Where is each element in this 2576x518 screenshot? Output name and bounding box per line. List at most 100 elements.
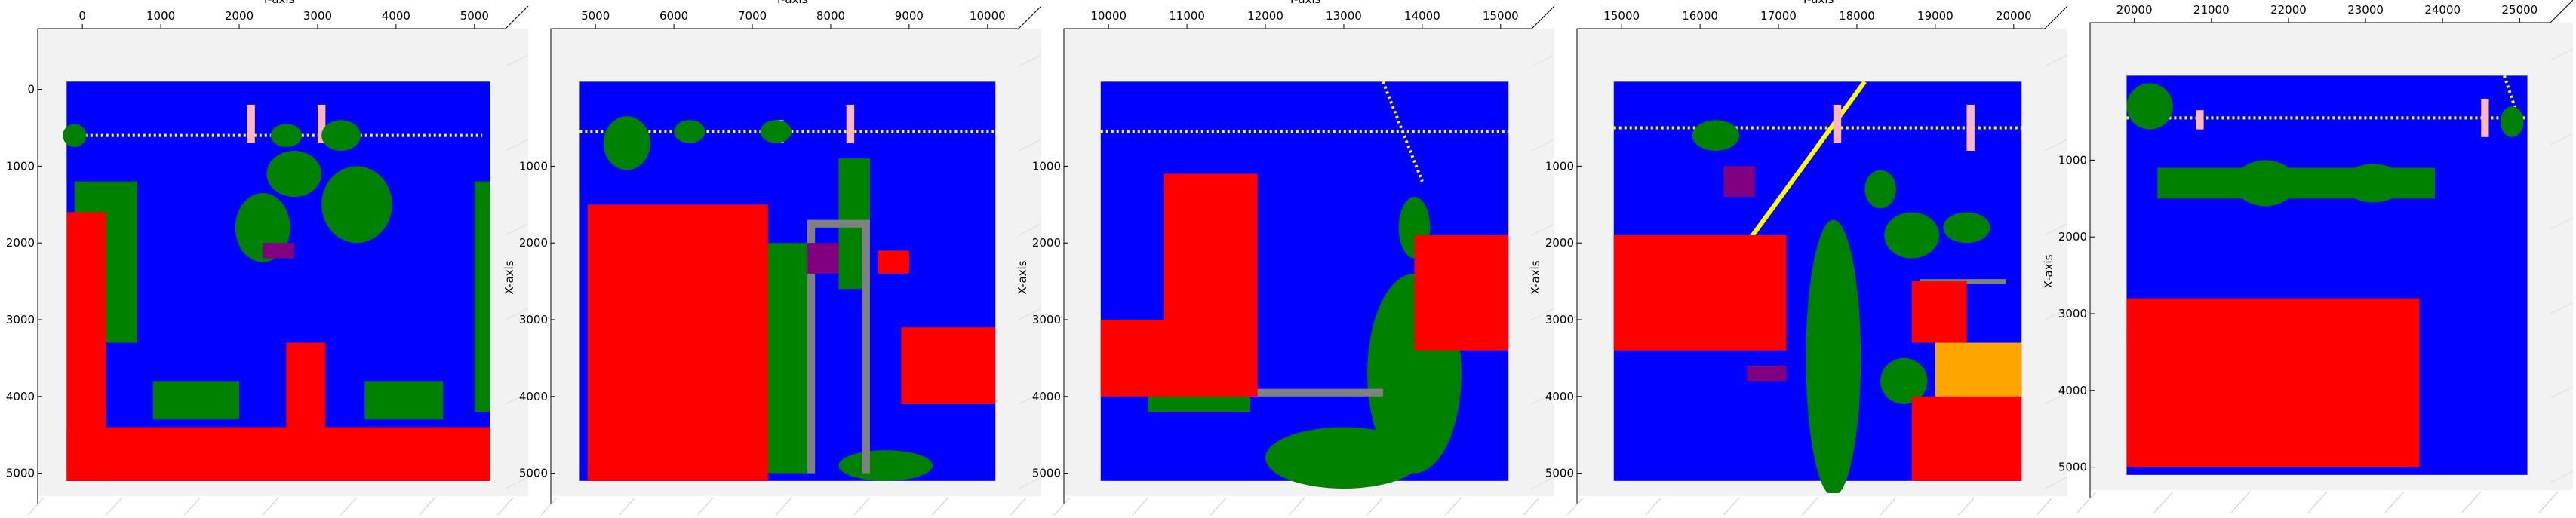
panel-5: 20000 21000 22000 23000 24000 25000 1000 2000 30… — [2042, 0, 2574, 513]
x-tick-label: 4000 — [1032, 390, 1061, 403]
y-tick-label: 2000 — [225, 9, 254, 23]
floor-grid-line — [694, 497, 714, 518]
region-vegetation — [266, 151, 322, 198]
x-tick-label: 2000 — [2058, 230, 2087, 244]
top-axis-title: Y-axis — [262, 0, 295, 6]
region-car — [807, 243, 839, 274]
y-tick-label: 24000 — [2424, 3, 2461, 17]
region-vegetation — [1806, 219, 1861, 493]
side-axis-title: X-axis — [1529, 260, 1542, 294]
side-grid-line — [1018, 477, 1042, 489]
floor-grid-line — [1720, 497, 1740, 518]
region-vegetation — [838, 450, 933, 481]
y-tick-label: 20000 — [1996, 9, 2032, 23]
side-grid-line — [2550, 302, 2574, 314]
x-tick-label: 1000 — [6, 159, 35, 173]
region-vegetation — [2500, 106, 2524, 137]
floor-grid-line — [1442, 497, 1462, 518]
plot-area — [1613, 80, 2022, 493]
x-tick-label: 5000 — [1545, 467, 1574, 480]
side-grid-line — [1531, 223, 1555, 236]
floor-grid-line — [2461, 491, 2482, 513]
region-building — [587, 204, 768, 481]
pane-edge — [1018, 5, 1042, 29]
x-tick-label: 1000 — [1032, 159, 1061, 173]
region-fence — [862, 219, 870, 474]
region-vegetation — [1884, 212, 1940, 259]
side-grid-line — [505, 308, 529, 320]
side-grid-line — [505, 54, 529, 67]
x-tick-label: 2000 — [519, 236, 548, 250]
y-tick-label: 13000 — [1326, 9, 1362, 23]
region-vegetation — [1864, 170, 1896, 209]
region-building — [1163, 173, 1258, 397]
floor-grid-line — [2307, 491, 2328, 513]
floor-grid-line — [538, 497, 558, 518]
region-vegetation — [321, 120, 361, 151]
floor-grid-line — [25, 497, 45, 518]
side-axis-title: X-axis — [1016, 260, 1029, 294]
side-grid-line — [1531, 54, 1555, 67]
plot-area — [579, 81, 996, 481]
floor-grid-line — [2033, 497, 2053, 518]
region-pole — [317, 104, 326, 143]
y-tick-label: 16000 — [1682, 9, 1718, 23]
y-tick-label: 0 — [78, 9, 86, 23]
x-tick-label: 2000 — [1032, 236, 1061, 250]
side-grid-line — [505, 392, 529, 405]
floor-grid-line — [1051, 497, 1071, 518]
y-tick-label: 15000 — [1603, 9, 1640, 23]
side-grid-line — [2044, 54, 2068, 67]
side-grid-line — [2550, 386, 2574, 399]
floor-grid-line — [1642, 497, 1662, 518]
x-tick-label: 1000 — [519, 159, 548, 173]
y-tick-label: 25000 — [2501, 3, 2538, 17]
region-vegetation — [2126, 83, 2173, 130]
side-grid-line — [1531, 308, 1555, 320]
side-grid-line — [1018, 308, 1042, 320]
x-tick-label: 3000 — [2058, 307, 2087, 320]
y-tick-label: 12000 — [1247, 9, 1283, 23]
x-tick-label: 1000 — [1545, 159, 1574, 173]
floor-grid-line — [2384, 491, 2405, 513]
floor-grid-line — [1799, 497, 1818, 518]
y-tick-label: 9000 — [895, 9, 924, 23]
x-tick-label: 3000 — [1032, 313, 1061, 326]
y-tick-label: 10000 — [1090, 9, 1127, 23]
region-vegetation — [152, 381, 240, 420]
floor-grid-line — [773, 497, 792, 518]
x-tick-label: 5000 — [519, 467, 548, 480]
panel-4: 15000 16000 17000 18000 19000 20000 1000 2000 30… — [1529, 0, 2068, 518]
region-vegetation — [2234, 160, 2297, 207]
region-wire — [1382, 81, 1424, 182]
floor-grid-line — [181, 497, 201, 518]
region-wire — [1745, 80, 1867, 244]
region-pole — [2196, 110, 2204, 130]
y-tick-label: 19000 — [1917, 9, 1954, 23]
y-tick-label: 8000 — [816, 9, 845, 23]
side-axis-title: X-axis — [2042, 254, 2055, 288]
x-tick-label: 3000 — [6, 313, 35, 326]
side-grid-line — [1018, 223, 1042, 236]
region-pole — [2481, 98, 2489, 137]
floor-grid-line — [337, 497, 358, 518]
floor-grid-line — [1564, 497, 1584, 518]
y-tick-label: 18000 — [1839, 9, 1875, 23]
side-grid-line — [1531, 139, 1555, 152]
y-tick-label: 11000 — [1169, 9, 1205, 23]
y-tick-label: 6000 — [659, 9, 688, 23]
region-pole — [247, 104, 255, 143]
y-tick-label: 7000 — [738, 9, 767, 23]
x-tick-label: 4000 — [519, 390, 548, 403]
side-grid-line — [2044, 308, 2068, 320]
pane-edge — [505, 5, 529, 29]
x-tick-label: 5000 — [6, 467, 35, 480]
y-tick-label: 5000 — [460, 9, 489, 23]
region-building — [1911, 396, 2022, 481]
region-vegetation — [603, 116, 650, 170]
floor-grid-line — [2230, 491, 2251, 513]
region-vegetation — [270, 124, 303, 147]
panel-1: 0 1000 2000 3000 4000 5000 0 1000 2000 3000 4000 50… — [0, 0, 529, 518]
region-building — [1911, 281, 1967, 343]
y-tick-label: 23000 — [2347, 3, 2384, 17]
